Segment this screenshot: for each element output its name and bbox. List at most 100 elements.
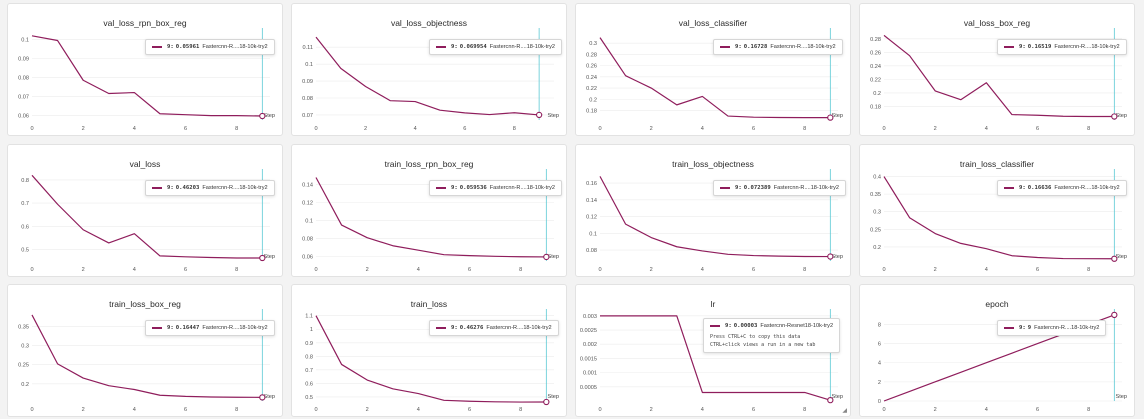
series-line [883,34,1115,118]
tooltip-step: 9: [167,44,174,50]
tooltip-row: 9: 9 Fastercnn-R....18-10k-try2 [1004,321,1099,335]
hover-tooltip: 9: 0.16728 Fastercnn-R....18-10k-try2 [713,39,843,55]
hover-point-marker [827,396,834,404]
series-line [315,36,540,116]
x-tick-label: 8 [513,126,516,132]
chart-panel-epoch[interactable]: epoch 0 2 4 6 8 0 2 4 6 8 Step 9: 9 Fastercnn-R....18-… [859,284,1135,417]
x-tick-label: 4 [133,126,136,132]
y-tick-label: 0.26 [586,64,597,70]
x-tick-label: 0 [598,126,601,132]
x-tick-label: 2 [934,267,937,273]
chart-plot: 0.2 0.25 0.3 0.35 0.4 0 2 4 6 8 Step [870,169,1127,273]
x-axis-label: Step [547,254,559,260]
y-tick-label: 0.1 [305,62,313,68]
x-tick-label: 4 [417,267,420,273]
x-tick-label: 6 [468,267,471,273]
hover-tooltip: 9: 0.16447 Fastercnn-R....18-10k-try2 [145,320,275,336]
chart-panel-train-loss-box-reg[interactable]: train_loss_box_reg 0.2 0.25 0.3 0.35 0 2 4 6 8 Ste… [7,284,283,417]
y-tick-label: 0.3 [21,344,29,350]
chart-panel-train-loss-objectness[interactable]: train_loss_objectness 0.08 0.1 0.12 0.14 0.16… [575,144,851,277]
x-tick-label: 6 [184,126,187,132]
chart-panel-lr[interactable]: lr 0.0005 0.001 0.0015 0.002 0.0025 0.003 0 2 4 6 8… [575,284,851,417]
x-tick-label: 2 [934,407,937,413]
legend-line-icon [1004,327,1014,329]
x-tick-label: 6 [463,126,466,132]
x-tick-label: 4 [701,407,704,413]
x-tick-label: 0 [882,407,885,413]
x-axis-label: Step [1115,394,1127,400]
resize-handle-icon[interactable]: ◢ [842,408,847,414]
x-tick-label: 4 [985,407,988,413]
hover-tooltip: 9: 0.072389 Fastercnn-R....18-10k-try2 [713,180,846,196]
y-tick-label: 0.6 [305,381,313,387]
x-tick-label: 2 [650,407,653,413]
x-tick-label: 8 [519,407,522,413]
x-tick-label: 2 [364,126,367,132]
y-tick-label: 0.08 [302,237,313,243]
x-tick-label: 4 [417,407,420,413]
chart-plot: 0.06 0.08 0.1 0.12 0.14 0 2 4 6 8 Step [302,169,559,273]
chart-panel-val-loss-rpn-box-reg[interactable]: val_loss_rpn_box_reg 0.06 0.07 0.08 0.09 0.1 0… [7,3,283,136]
series-line [599,176,831,258]
hover-point-marker [1111,311,1118,319]
y-tick-label: 4 [878,361,881,367]
chart-panel-val-loss-classifier[interactable]: val_loss_classifier 0.18 0.2 0.22 0.24 0.26 0.… [575,3,851,136]
y-tick-label: 1.1 [305,314,313,320]
hover-tooltip: 9: 9 Fastercnn-R....18-10k-try2 [997,320,1107,336]
y-tick-label: 0.18 [870,104,881,110]
x-axis-label: Step [831,254,843,260]
tooltip-value: 0.00003 [733,323,758,329]
chart-title: train_loss_rpn_box_reg [384,159,474,169]
chart-panel-train-loss-rpn-box-reg[interactable]: train_loss_rpn_box_reg 0.06 0.08 0.1 0.12 0.1… [291,144,567,277]
x-tick-label: 2 [82,126,85,132]
x-axis-label: Step [1115,113,1127,119]
x-axis-label: Step [263,254,275,260]
tooltip-step: 9: [725,323,732,329]
y-tick-label: 0.2 [21,382,29,388]
x-tick-label: 4 [985,126,988,132]
chart-panel-train-loss-classifier[interactable]: train_loss_classifier 0.2 0.25 0.3 0.35 0.4 0 2… [859,144,1135,277]
x-tick-label: 6 [752,267,755,273]
tooltip-run-name: Fastercnn-R....18-10k-try2 [1054,185,1120,191]
chart-plot: 0.08 0.1 0.12 0.14 0.16 0 2 4 6 8 Step [586,169,843,273]
x-tick-label: 2 [934,126,937,132]
x-tick-label: 8 [803,407,806,413]
x-tick-label: 6 [184,267,187,273]
chart-panel-val-loss[interactable]: val_loss 0.5 0.6 0.7 0.8 0 2 4 6 8 Step 9: 0.46203 Fa… [7,144,283,277]
y-tick-label: 0 [878,399,881,405]
series-line [315,177,547,258]
y-tick-label: 0.3 [873,210,881,216]
legend-line-icon [436,327,446,329]
x-tick-label: 6 [1036,267,1039,273]
hover-tooltip: 9: 0.059536 Fastercnn-R....18-10k-try2 [429,180,562,196]
y-tick-label: 0.001 [583,371,597,377]
chart-title: val_loss_objectness [390,18,468,28]
hover-point-marker [827,114,834,121]
tooltip-value: 0.46203 [175,185,200,191]
y-tick-label: 0.22 [870,77,881,83]
chart-title: train_loss [410,299,448,309]
chart-panel-val-loss-box-reg[interactable]: val_loss_box_reg 0.18 0.2 0.22 0.24 0.26 0.28 0… [859,3,1135,136]
tooltip-run-name: Fastercnn-Resnet18-10k-try2 [760,323,834,329]
chart-panel-train-loss[interactable]: train_loss 0.5 0.6 0.7 0.8 0.9 1 1.1 0 2 4 6 8 Step 9:… [291,284,567,417]
tooltip-value: 0.069954 [459,44,487,50]
legend-line-icon [1004,187,1014,189]
y-tick-label: 0.1 [305,219,313,225]
tooltip-step: 9: [451,185,458,191]
x-tick-label: 4 [414,126,417,132]
chart-plot: 0.18 0.2 0.22 0.24 0.26 0.28 0 2 4 6 8 Step [870,28,1127,132]
y-tick-label: 0.0015 [580,356,597,362]
x-tick-label: 4 [133,267,136,273]
y-tick-label: 0.06 [302,255,313,261]
x-tick-label: 8 [803,126,806,132]
y-tick-label: 0.35 [18,324,29,330]
y-tick-label: 0.06 [18,113,29,119]
x-tick-label: 0 [30,126,33,132]
x-tick-label: 2 [366,407,369,413]
chart-panel-val-loss-objectness[interactable]: val_loss_objectness 0.07 0.08 0.09 0.1 0.11 0 2… [291,3,567,136]
legend-line-icon [720,46,730,48]
tooltip-run-name: Fastercnn-R....18-10k-try2 [770,44,836,50]
x-axis-label: Step [263,113,275,119]
y-tick-label: 0.07 [18,94,29,100]
